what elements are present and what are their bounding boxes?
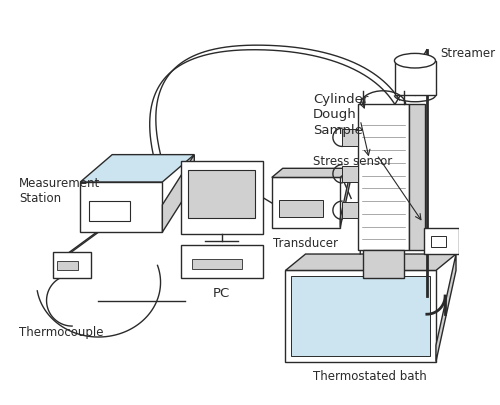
Polygon shape bbox=[342, 166, 358, 182]
Bar bbox=[286, 271, 436, 362]
Bar bbox=[58, 261, 78, 271]
Bar bbox=[358, 104, 408, 250]
Polygon shape bbox=[342, 129, 358, 145]
Polygon shape bbox=[340, 168, 351, 228]
Text: Stress sensor: Stress sensor bbox=[313, 154, 392, 168]
Text: Thermostated bath: Thermostated bath bbox=[312, 370, 426, 383]
Text: Dough
Sample: Dough Sample bbox=[313, 108, 362, 137]
Bar bbox=[279, 200, 323, 217]
Bar bbox=[53, 252, 91, 278]
Polygon shape bbox=[436, 254, 456, 362]
Text: PC: PC bbox=[213, 287, 230, 300]
Polygon shape bbox=[80, 155, 194, 182]
Polygon shape bbox=[162, 155, 194, 232]
Bar bbox=[90, 201, 130, 221]
Polygon shape bbox=[80, 182, 162, 232]
Bar bbox=[363, 250, 404, 278]
Text: Transducer: Transducer bbox=[273, 237, 338, 251]
Bar bbox=[188, 170, 256, 217]
Text: Cylinder: Cylinder bbox=[313, 94, 368, 107]
Ellipse shape bbox=[394, 53, 436, 68]
Polygon shape bbox=[342, 202, 358, 218]
Bar bbox=[395, 61, 436, 95]
Bar bbox=[180, 245, 262, 278]
Bar bbox=[180, 161, 262, 234]
Polygon shape bbox=[272, 168, 351, 177]
Text: Measurement
Station: Measurement Station bbox=[19, 177, 100, 205]
Polygon shape bbox=[408, 104, 425, 250]
Bar bbox=[291, 276, 430, 356]
Polygon shape bbox=[286, 254, 456, 271]
Bar bbox=[272, 177, 340, 228]
Text: Thermocouple: Thermocouple bbox=[19, 326, 103, 339]
Bar bbox=[432, 236, 446, 247]
Text: Streamer: Streamer bbox=[440, 47, 496, 60]
Bar bbox=[192, 260, 242, 269]
Bar bbox=[424, 228, 458, 254]
